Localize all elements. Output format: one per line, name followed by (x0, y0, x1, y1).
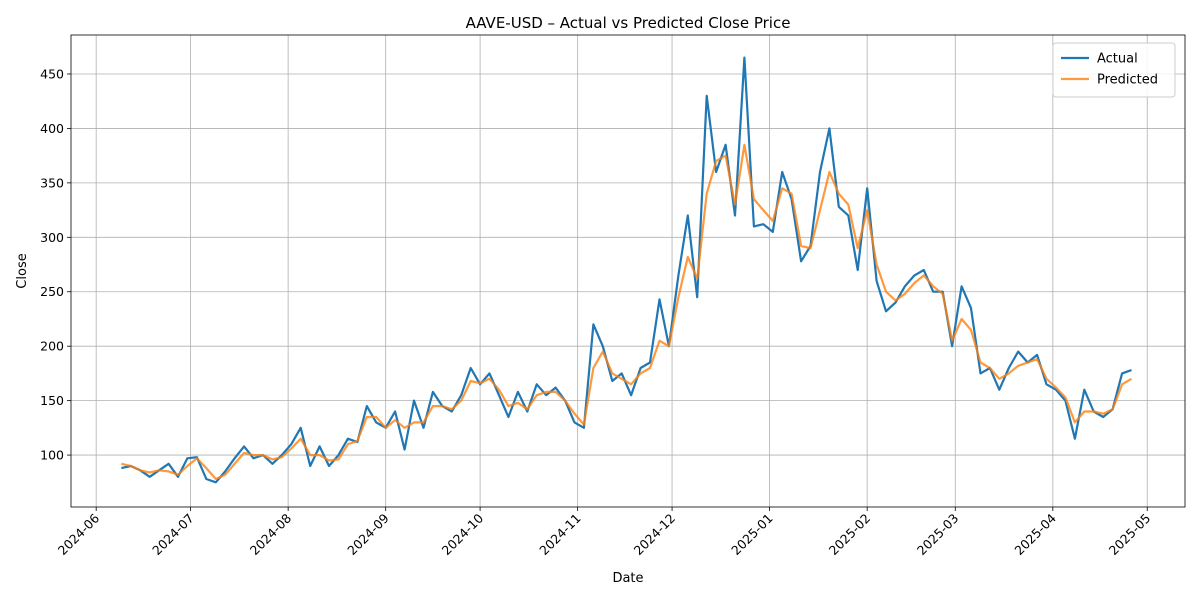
series-line (121, 143, 1133, 481)
y-tick-label: 100 (40, 448, 64, 463)
chart-title: AAVE-USD – Actual vs Predicted Close Pri… (466, 14, 791, 32)
x-tick-label: 2025-04 (1011, 510, 1059, 558)
y-tick-label: 350 (40, 175, 64, 190)
x-tick-label: 2024-10 (439, 510, 487, 558)
y-tick-label: 200 (40, 339, 64, 354)
y-tick-label: 450 (40, 66, 64, 81)
plot-frame (70, 34, 1186, 508)
y-axis-label: Close (15, 253, 30, 288)
y-tick-label: 300 (40, 230, 64, 245)
x-tick-label: 2025-05 (1106, 511, 1154, 559)
legend-box (1052, 42, 1176, 98)
x-tick-label: 2025-01 (728, 511, 776, 559)
x-axis-label: Date (612, 571, 643, 586)
x-tick-label: 2024-06 (55, 510, 103, 558)
y-tick-label: 400 (40, 121, 64, 136)
x-tick-label: 2024-12 (631, 511, 679, 559)
x-tick-label: 2024-07 (149, 511, 197, 559)
series-line (121, 56, 1132, 484)
legend-label: Actual (1097, 52, 1138, 67)
legend-label: Predicted (1097, 73, 1158, 88)
x-tick-label: 2025-03 (914, 511, 962, 559)
x-tick-label: 2024-09 (344, 510, 392, 558)
y-tick-label: 150 (40, 393, 64, 408)
x-tick-label: 2024-11 (536, 511, 584, 559)
x-tick-label: 2024-08 (247, 510, 295, 558)
y-tick-label: 250 (40, 284, 64, 299)
x-tick-label: 2025-02 (826, 511, 874, 559)
